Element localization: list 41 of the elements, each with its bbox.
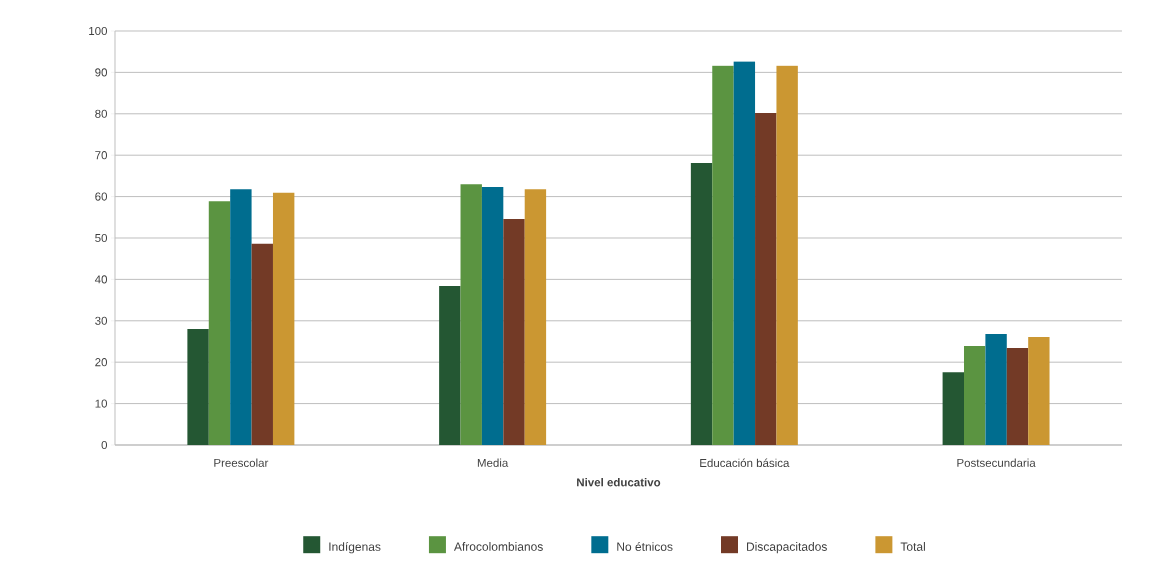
bar xyxy=(1028,336,1050,445)
bar xyxy=(942,372,964,445)
legend-label: Indígenas xyxy=(329,542,381,554)
bar xyxy=(272,192,295,445)
y-tick-label: 60 xyxy=(95,192,108,201)
bar xyxy=(460,184,482,445)
y-tick-label: 100 xyxy=(89,26,108,36)
bar xyxy=(985,334,1007,445)
bar xyxy=(208,201,231,445)
bar xyxy=(964,346,986,445)
bar xyxy=(1006,348,1029,445)
x-tick-label: Educación básica xyxy=(700,458,790,468)
x-tick-label: Media xyxy=(477,458,509,467)
y-tick-label: 20 xyxy=(95,358,108,367)
x-tick-label: Postsecundaria xyxy=(957,458,1036,467)
legend-label: Afrocolombianos xyxy=(453,542,543,551)
legend-label: Total xyxy=(900,542,925,551)
bar xyxy=(733,61,756,445)
y-tick-label: 10 xyxy=(95,399,108,408)
bar xyxy=(439,286,461,445)
bar xyxy=(251,243,273,445)
y-tick-label: 50 xyxy=(95,233,108,243)
x-tick-label: Preescolar xyxy=(214,458,269,467)
x-axis-title: Nivel educativo xyxy=(577,477,661,487)
bar xyxy=(690,163,713,445)
y-tick-label: 0 xyxy=(101,440,108,450)
bar xyxy=(524,189,547,445)
legend-label: No étnicos xyxy=(617,542,673,551)
bar xyxy=(503,218,525,445)
legend-label: Discapacitados xyxy=(747,542,827,554)
bar xyxy=(187,329,209,445)
bar xyxy=(776,65,798,445)
y-tick-label: 90 xyxy=(95,68,108,77)
bar xyxy=(712,65,734,445)
y-tick-label: 40 xyxy=(94,275,108,284)
y-tick-label: 30 xyxy=(95,316,108,325)
bar xyxy=(755,112,777,445)
bar xyxy=(230,189,252,445)
y-tick-label: 70 xyxy=(95,151,108,160)
bar xyxy=(481,187,504,445)
y-tick-label: 80 xyxy=(95,109,108,118)
